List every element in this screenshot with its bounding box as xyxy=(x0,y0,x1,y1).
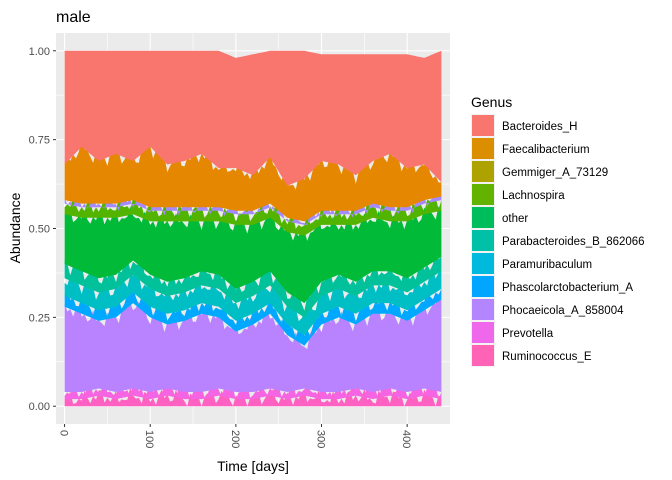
legend-swatch xyxy=(472,345,494,366)
area-series-group xyxy=(64,50,442,407)
legend-swatch xyxy=(472,276,494,297)
area-paramuribaculum xyxy=(64,270,442,336)
area-bacteroides-h xyxy=(64,50,442,186)
legend-swatch xyxy=(472,138,494,159)
x-tick-label: 400 xyxy=(400,430,412,448)
x-axis: 0 100 200 300 400 xyxy=(58,424,412,448)
legend-label: Ruminococcus_E xyxy=(502,351,592,363)
y-axis: 0.00 0.25 0.50 0.75 1.00 xyxy=(29,46,56,413)
legend-label: Lachnospira xyxy=(502,190,565,202)
legend-label: Prevotella xyxy=(502,328,554,340)
x-axis-title: Time [days] xyxy=(217,458,289,474)
legend-swatch xyxy=(472,230,494,251)
x-tick-label: 0 xyxy=(58,430,70,436)
legend-swatch xyxy=(472,161,494,182)
y-tick-label: 0.50 xyxy=(29,224,50,236)
legend-label: Paramuribaculum xyxy=(502,259,592,271)
chart-title: male xyxy=(56,9,91,26)
y-tick-label: 0.00 xyxy=(29,401,50,413)
legend-swatch xyxy=(472,322,494,343)
legend-swatch xyxy=(472,207,494,228)
legend-title: Genus xyxy=(471,94,512,110)
y-tick-label: 0.25 xyxy=(29,312,50,324)
area-other xyxy=(64,206,442,304)
legend-label: Faecalibacterium xyxy=(502,144,590,156)
legend-swatch xyxy=(472,299,494,320)
legend-label: Phocaeicola_A_858004 xyxy=(502,305,624,317)
area-prevotella xyxy=(64,380,442,401)
y-tick-label: 0.75 xyxy=(29,135,50,147)
legend-label: Bacteroides_H xyxy=(502,121,577,133)
area-lachnospira xyxy=(64,197,442,236)
legend-label: Gemmiger_A_73129 xyxy=(502,167,608,179)
area-faecalibacterium xyxy=(64,138,442,222)
legend-swatch xyxy=(472,184,494,205)
x-tick-label: 100 xyxy=(143,430,155,448)
legend-label: other xyxy=(502,213,528,225)
y-axis-title: Abundance xyxy=(7,192,23,263)
legend-label: Phascolarctobacterium_A xyxy=(502,282,633,294)
y-tick-label: 1.00 xyxy=(29,46,50,58)
area-phascolarctobacterium-a xyxy=(64,287,442,346)
legend-swatch xyxy=(472,253,494,274)
x-tick-label: 200 xyxy=(229,430,241,448)
legend-label: Parabacteroides_B_862066 xyxy=(502,236,645,248)
area-parabacteroides-b-862066 xyxy=(64,252,442,318)
x-tick-label: 300 xyxy=(315,430,327,448)
area-ruminococcus-e xyxy=(64,387,442,407)
legend-swatch xyxy=(472,115,494,136)
legend: Bacteroides_H Faecalibacterium Gemmiger_A_… xyxy=(471,114,645,367)
